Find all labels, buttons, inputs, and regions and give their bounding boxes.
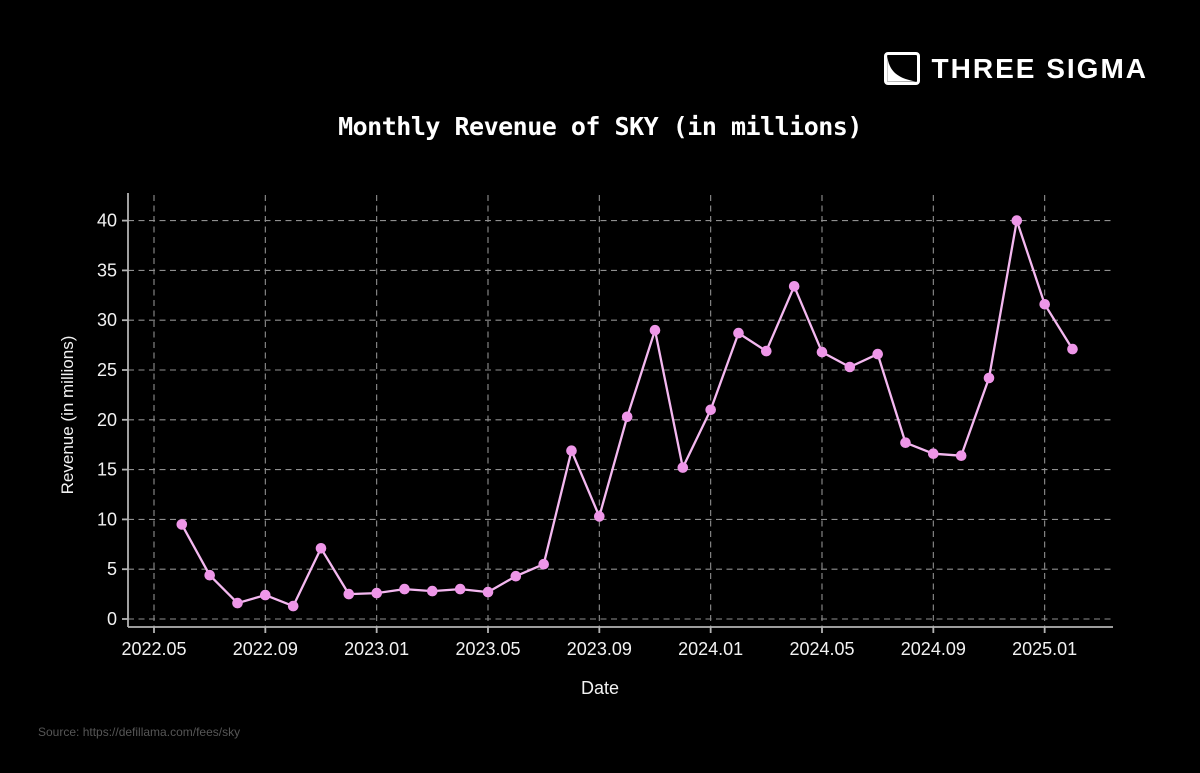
data-point: [315, 543, 327, 554]
y-tick-label: 10: [97, 509, 117, 529]
data-point: [399, 583, 410, 595]
x-tick-label: 2023.01: [344, 639, 409, 659]
data-point: [566, 445, 577, 457]
data-point: [204, 569, 215, 581]
x-tick-label: 2022.05: [121, 639, 186, 659]
source-attribution: Source: https://defillama.com/fees/sky: [38, 725, 241, 739]
y-tick-label: 15: [97, 460, 117, 480]
three-sigma-logo-icon: [883, 52, 920, 85]
data-point: [454, 583, 466, 595]
data-point: [955, 450, 967, 462]
data-point: [1067, 343, 1078, 355]
y-tick-label: 40: [97, 211, 117, 231]
data-point: [677, 462, 689, 473]
data-point: [260, 589, 271, 601]
x-tick-label: 2024.09: [901, 639, 966, 659]
data-point: [705, 404, 716, 416]
data-point: [788, 281, 800, 292]
y-tick-label: 25: [97, 360, 117, 380]
y-tick-label: 35: [97, 260, 117, 280]
three-sigma-logo-text: THREE SIGMA: [931, 52, 1148, 84]
y-tick-label: 5: [107, 559, 117, 579]
x-tick-label: 2024.05: [789, 639, 854, 659]
data-point: [482, 586, 494, 598]
data-point: [844, 361, 856, 373]
y-tick-label: 0: [107, 609, 117, 629]
data-point: [649, 324, 661, 336]
x-tick-label: 2024.01: [678, 639, 743, 659]
x-tick-label: 2025.01: [1012, 639, 1077, 659]
data-point: [733, 327, 744, 339]
data-point: [761, 345, 772, 357]
data-point: [816, 346, 828, 358]
data-point: [928, 448, 939, 460]
data-point: [287, 600, 299, 612]
data-point: [538, 558, 549, 570]
y-tick-label: 30: [97, 310, 117, 330]
three-sigma-logo: THREE SIGMA: [883, 52, 1148, 85]
data-point: [176, 519, 188, 530]
data-point: [371, 587, 383, 599]
x-axis-label: Date: [580, 678, 620, 698]
data-point: [621, 411, 633, 423]
y-axis-label: Revenue (in millions): [58, 335, 77, 495]
data-point: [1011, 215, 1023, 226]
data-point: [1039, 299, 1050, 310]
data-point: [427, 585, 438, 597]
data-point: [510, 570, 522, 582]
data-point: [232, 597, 243, 609]
x-tick-label: 2022.09: [233, 639, 298, 659]
data-point: [983, 372, 995, 384]
data-point: [900, 437, 911, 449]
data-point: [594, 511, 605, 522]
chart-title: Monthly Revenue of SKY (in millions): [338, 112, 862, 141]
data-point: [872, 348, 883, 360]
data-point: [343, 588, 355, 600]
y-tick-label: 20: [97, 410, 117, 430]
x-tick-label: 2023.05: [455, 639, 520, 659]
x-tick-label: 2023.09: [567, 639, 632, 659]
